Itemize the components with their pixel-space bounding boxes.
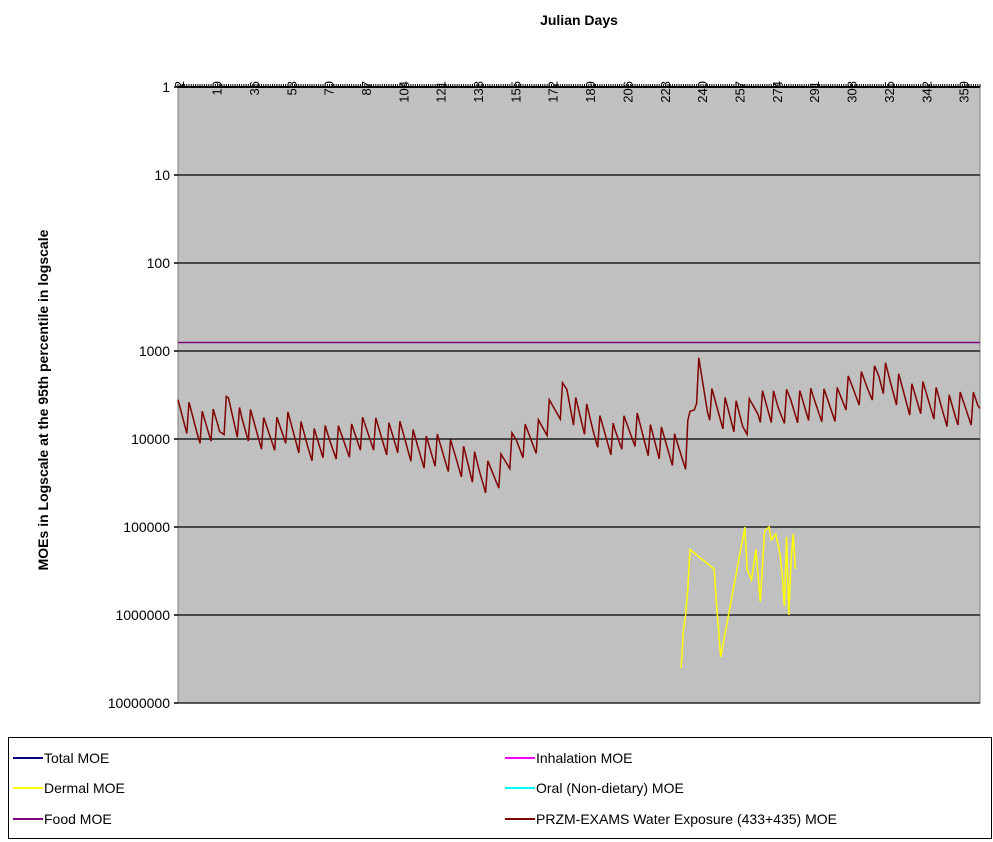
legend-label: Food MOE bbox=[44, 811, 112, 827]
legend-swatch bbox=[505, 757, 535, 759]
legend-swatch bbox=[505, 787, 535, 789]
legend-item: Dermal MOE bbox=[13, 777, 125, 799]
y-tick-label: 10000 bbox=[131, 431, 170, 447]
series-layer bbox=[177, 341, 981, 669]
legend-swatch bbox=[13, 787, 43, 789]
legend-swatch bbox=[13, 818, 43, 820]
chart: Julian Days 2 19 36 53 70 87 104 121 138 155 172 18… bbox=[35, 12, 981, 711]
x-tick-label: 53 bbox=[284, 81, 299, 95]
y-tick-label: 10 bbox=[154, 167, 170, 183]
legend-label: Inhalation MOE bbox=[536, 750, 633, 766]
legend-swatch bbox=[13, 757, 43, 759]
legend-item: Total MOE bbox=[13, 747, 109, 769]
legend-label: Dermal MOE bbox=[44, 780, 125, 796]
x-tick-label: 87 bbox=[359, 81, 374, 95]
y-tick-label: 10000000 bbox=[108, 695, 171, 711]
series-line-1 bbox=[680, 525, 797, 669]
y-tick-label: 1000000 bbox=[115, 607, 170, 623]
legend-item: PRZM-EXAMS Water Exposure (433+435) MOE bbox=[505, 808, 837, 830]
x-tick-label: 19 bbox=[210, 81, 225, 95]
legend: Total MOE Inhalation MOE Dermal MOE Oral (N… bbox=[8, 737, 992, 839]
x-tick-label: 36 bbox=[247, 81, 262, 95]
x-day-tick-marks bbox=[177, 84, 981, 87]
legend-label: Total MOE bbox=[44, 750, 110, 766]
legend-swatch bbox=[505, 818, 535, 820]
series-line-5 bbox=[177, 357, 981, 494]
legend-item: Oral (Non-dietary) MOE bbox=[505, 777, 684, 799]
legend-item: Inhalation MOE bbox=[505, 747, 633, 769]
x-axis-title: Julian Days bbox=[540, 12, 618, 28]
y-tick-label: 1000 bbox=[139, 343, 170, 359]
legend-label: Oral (Non-dietary) MOE bbox=[536, 780, 684, 796]
y-tick-label: 100 bbox=[147, 255, 171, 271]
x-tick-marks bbox=[177, 84, 981, 88]
x-tick-label: 70 bbox=[322, 81, 337, 95]
y-tick-label: 1 bbox=[162, 79, 170, 95]
y-tick-label: 100000 bbox=[123, 519, 170, 535]
x-tick-label: 2 bbox=[172, 81, 187, 88]
y-tick-labels: 1 10 100 1000 10000 100000 1000000 10000000 bbox=[108, 79, 171, 711]
legend-item: Food MOE bbox=[13, 808, 112, 830]
legend-label: PRZM-EXAMS Water Exposure (433+435) MOE bbox=[536, 811, 837, 827]
y-axis-title: MOEs in Logscale at the 95th percentile … bbox=[35, 229, 51, 570]
